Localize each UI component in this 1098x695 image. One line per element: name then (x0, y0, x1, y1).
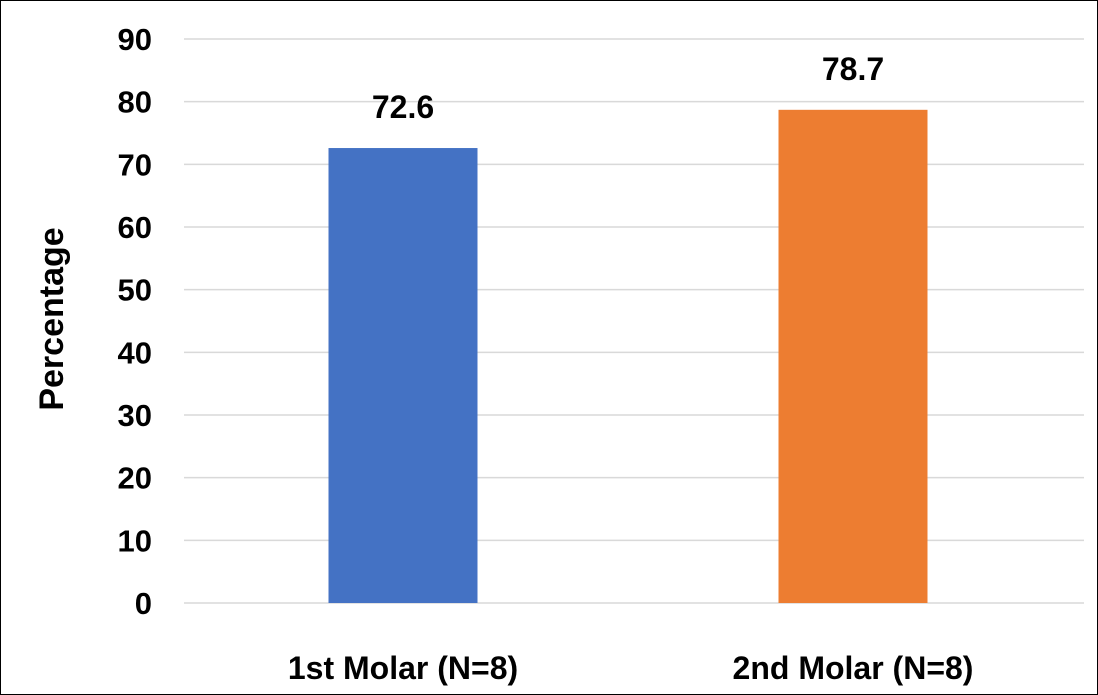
y-tick-label: 0 (135, 586, 152, 621)
y-tick-label: 70 (118, 147, 152, 182)
data-label-2: 78.7 (822, 51, 884, 87)
x-category-label-1: 1st Molar (N=8) (288, 650, 518, 686)
y-tick-label: 80 (118, 85, 152, 120)
y-axis-title: Percentage (33, 227, 71, 410)
gridlines (184, 38, 1084, 604)
y-tick-label: 90 (118, 22, 152, 57)
bar-2 (778, 109, 928, 604)
y-tick-label: 60 (118, 210, 152, 245)
bars (328, 109, 928, 604)
x-axis-categories: 1st Molar (N=8) 2nd Molar (N=8) (288, 650, 974, 686)
data-label-1: 72.6 (372, 89, 434, 125)
y-tick-label: 40 (118, 335, 152, 370)
data-labels: 72.6 78.7 (372, 51, 884, 125)
x-category-label-2: 2nd Molar (N=8) (733, 650, 974, 686)
y-tick-label: 30 (118, 398, 152, 433)
y-axis-ticks: 0 10 20 30 40 50 60 70 80 90 (118, 22, 152, 621)
y-tick-label: 10 (118, 523, 152, 558)
bar-1 (328, 148, 478, 604)
y-tick-label: 20 (118, 461, 152, 496)
y-tick-label: 50 (118, 273, 152, 308)
